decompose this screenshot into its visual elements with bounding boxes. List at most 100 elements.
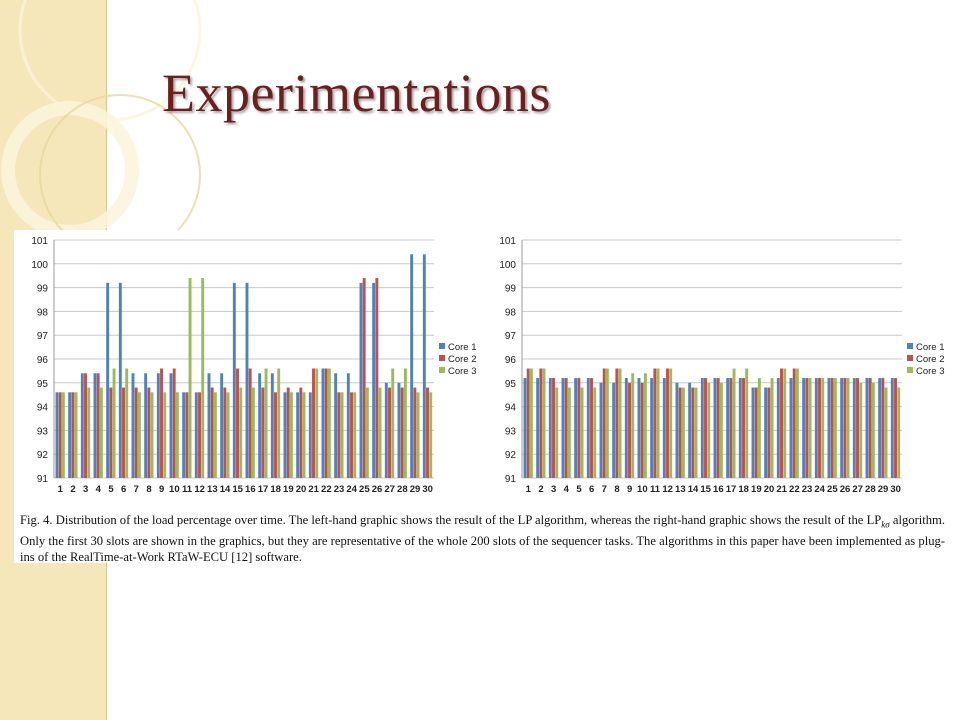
x-tick-label: 17 [258,484,269,495]
bar-core-2 [375,278,379,478]
x-tick-label: 6 [121,484,126,495]
bar-core-3 [429,392,433,478]
bar-core-1 [675,382,679,478]
x-tick-label: 15 [232,484,243,495]
bar-core-2 [413,387,417,478]
x-tick-label: 14 [220,484,231,495]
bar-core-2 [716,378,720,478]
bar-core-1 [93,373,97,478]
x-tick-label: 10 [637,484,648,495]
bar-core-3 [239,387,243,478]
bar-core-3 [175,392,179,478]
bar-core-3 [833,378,837,478]
y-tick-label: 99 [505,284,517,295]
x-tick-label: 2 [70,484,75,495]
legend-swatch [439,343,445,349]
x-tick-label: 22 [321,484,332,495]
x-tick-label: 19 [283,484,294,495]
bar-core-2 [96,373,100,478]
bar-core-3 [378,387,382,478]
bar-core-3 [757,378,761,478]
bar-core-3 [681,387,685,478]
y-tick-label: 97 [505,331,517,342]
bar-core-3 [302,392,306,478]
x-tick-label: 7 [602,484,607,495]
bar-core-3 [770,378,774,478]
bar-core-2 [198,392,201,478]
x-tick-label: 26 [372,484,383,495]
bar-core-1 [650,378,654,478]
bar-core-2 [805,378,809,478]
bar-core-2 [185,392,189,478]
legend-swatch [907,343,913,349]
bar-core-1 [422,254,426,478]
bar-core-2 [564,378,568,478]
bar-core-3 [125,368,129,478]
bar-core-3 [795,368,799,478]
x-tick-label: 9 [159,484,164,495]
bar-core-3 [188,278,192,478]
bar-core-1 [283,392,287,478]
y-tick-label: 100 [31,260,48,271]
x-tick-label: 7 [134,484,139,495]
bar-core-2 [754,387,758,478]
bar-core-2 [324,368,328,478]
x-tick-label: 12 [662,484,673,495]
bar-core-3 [542,368,546,478]
x-tick-label: 21 [308,484,319,495]
bar-core-2 [666,368,669,478]
bar-core-3 [808,378,812,478]
bar-core-3 [884,387,888,478]
bar-core-1 [80,373,84,478]
bar-core-1 [764,387,768,478]
bar-core-2 [312,368,315,478]
bar-core-1 [802,378,806,478]
y-tick-label: 92 [505,450,517,461]
bar-core-3 [846,378,850,478]
bar-core-2 [653,368,657,478]
y-tick-label: 98 [505,307,517,318]
y-tick-label: 95 [37,379,49,390]
bar-core-3 [745,368,749,478]
bar-core-2 [210,387,214,478]
legend-label: Core 2 [448,354,477,365]
x-tick-label: 8 [614,484,619,495]
bar-core-1 [397,382,401,478]
bar-core-1 [878,378,882,478]
bar-core-1 [726,378,730,478]
y-tick-label: 93 [505,426,517,437]
bar-core-2 [109,387,113,478]
x-tick-label: 1 [58,484,64,495]
caption-text-start: Fig. 4. Distribution of the load percent… [20,513,882,527]
bar-core-3 [163,392,167,478]
bar-core-2 [122,387,125,478]
slide-title: Experimentations [162,63,551,123]
y-tick-label: 98 [37,307,49,318]
bar-core-1 [852,378,856,478]
x-tick-label: 15 [700,484,711,495]
bar-core-1 [372,282,376,478]
bar-core-2 [248,368,252,478]
x-tick-label: 19 [751,484,762,495]
bar-core-1 [169,373,173,478]
bar-core-1 [738,378,742,478]
y-tick-label: 96 [505,355,517,366]
bar-core-2 [261,387,265,478]
x-tick-label: 6 [589,484,594,495]
bar-core-3 [391,368,395,478]
x-tick-label: 23 [802,484,813,495]
bar-core-1 [662,378,666,478]
y-tick-label: 97 [37,331,49,342]
bar-core-2 [640,382,644,478]
x-tick-label: 30 [422,484,433,495]
x-tick-label: 24 [814,484,825,495]
x-tick-label: 20 [296,484,307,495]
x-tick-label: 8 [146,484,151,495]
bar-core-1 [106,282,110,478]
bar-core-1 [751,387,755,478]
x-tick-label: 29 [878,484,889,495]
bar-core-2 [678,387,682,478]
x-tick-label: 16 [713,484,724,495]
bar-core-1 [789,378,793,478]
